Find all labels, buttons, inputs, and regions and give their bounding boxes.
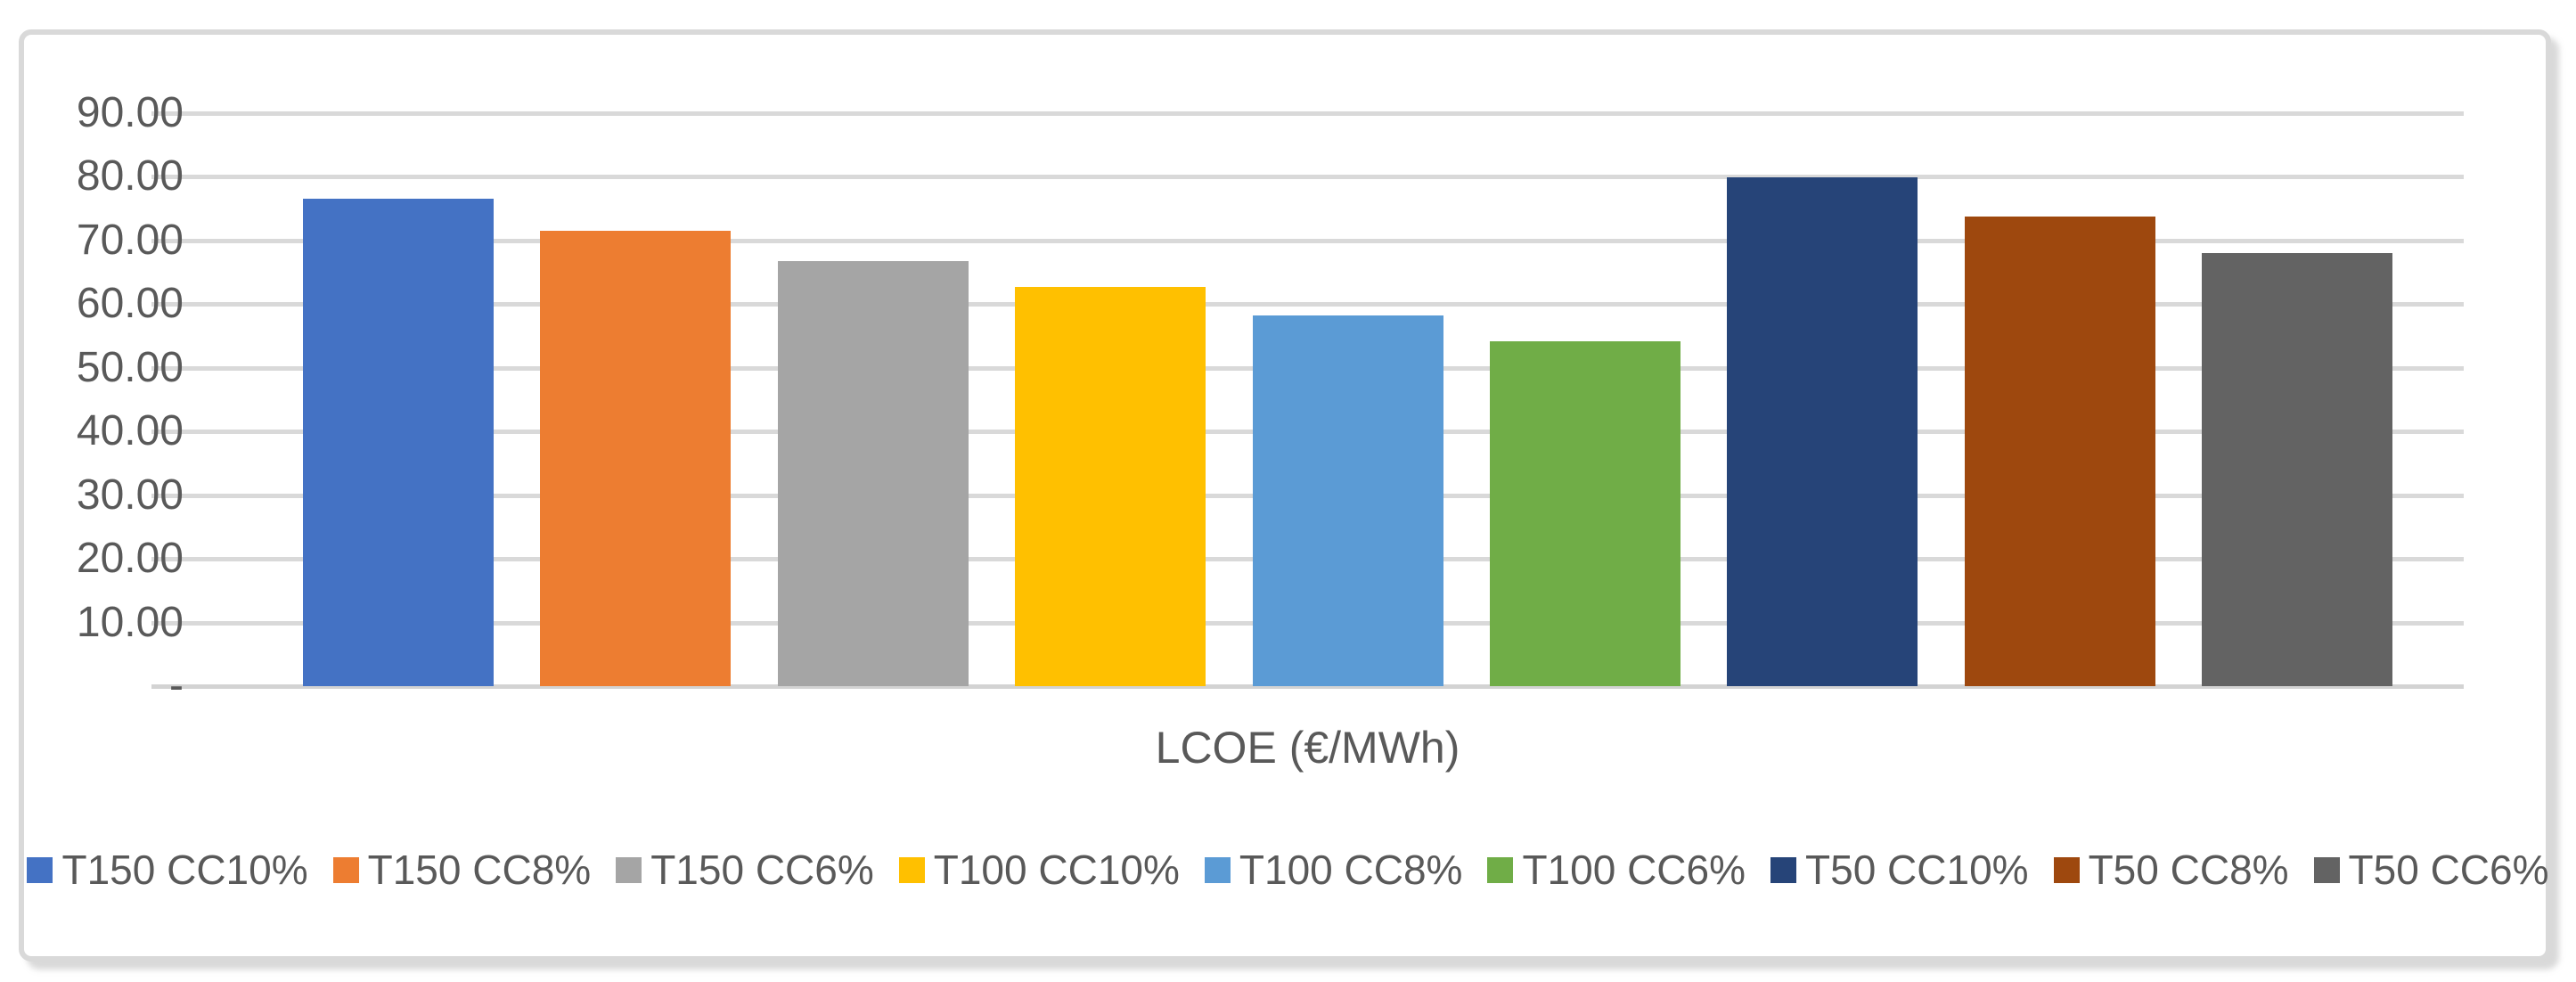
y-axis-tick-label: 70.00	[76, 216, 184, 264]
legend-swatch-icon	[1487, 856, 1514, 883]
legend-swatch-icon	[2053, 856, 2080, 883]
bar-t50-cc8[interactable]	[1964, 217, 2155, 686]
bar-t150-cc8[interactable]	[540, 231, 732, 686]
legend-item-label: T100 CC8%	[1239, 847, 1463, 893]
legend-item-label: T150 CC6%	[650, 847, 874, 893]
legend-item-t50-cc8[interactable]: T50 CC8%	[2053, 846, 2289, 894]
legend-swatch-icon	[616, 856, 642, 883]
legend-swatch-icon	[27, 856, 53, 883]
gridline	[151, 238, 2464, 243]
legend-swatch-icon	[1204, 856, 1231, 883]
gridline	[151, 302, 2464, 307]
legend-item-label: T50 CC6%	[2348, 847, 2549, 893]
y-axis-tick-label: 90.00	[76, 89, 184, 136]
bar-t150-cc6[interactable]	[777, 260, 969, 686]
y-axis-tick-label: 80.00	[76, 152, 184, 200]
legend-swatch-icon	[898, 856, 925, 883]
bar-t100-cc6[interactable]	[1489, 341, 1681, 686]
bar-t100-cc8[interactable]	[1252, 315, 1443, 686]
legend-swatch-icon	[1770, 856, 1797, 883]
bar-t150-cc10[interactable]	[303, 198, 494, 686]
legend-item-t150-cc10[interactable]: T150 CC10%	[27, 846, 308, 894]
x-axis-title: LCOE (€/MWh)	[1155, 723, 1460, 773]
bar-t100-cc10[interactable]	[1015, 287, 1206, 686]
bar-t50-cc6[interactable]	[2202, 253, 2392, 686]
legend-item-label: T100 CC10%	[933, 847, 1180, 893]
legend-swatch-icon	[2313, 856, 2340, 883]
y-axis-tick-label: 60.00	[76, 280, 184, 328]
y-axis-tick-label: 20.00	[76, 535, 184, 583]
legend-item-label: T100 CC6%	[1522, 847, 1746, 893]
y-axis-tick-label: -	[169, 662, 184, 709]
legend-item-t100-cc6[interactable]: T100 CC6%	[1487, 846, 1746, 894]
legend-item-label: T150 CC10%	[61, 847, 308, 893]
y-axis-tick-label: 30.00	[76, 471, 184, 519]
legend: T150 CC10% T150 CC8% T150 CC6% T100 CC10% T1…	[27, 834, 2549, 905]
legend-item-label: T50 CC8%	[2088, 847, 2289, 893]
y-axis-tick-label: 40.00	[76, 407, 184, 455]
gridline	[151, 175, 2464, 180]
bar-t50-cc10[interactable]	[1727, 177, 1918, 686]
legend-item-t100-cc10[interactable]: T100 CC10%	[898, 846, 1180, 894]
legend-item-t50-cc10[interactable]: T50 CC10%	[1770, 846, 2029, 894]
legend-item-label: T50 CC10%	[1805, 847, 2029, 893]
legend-item-t150-cc6[interactable]: T150 CC6%	[616, 846, 874, 894]
x-axis-line	[151, 684, 2464, 689]
legend-item-t150-cc8[interactable]: T150 CC8%	[332, 846, 592, 894]
legend-item-t100-cc8[interactable]: T100 CC8%	[1204, 846, 1463, 894]
legend-swatch-icon	[332, 856, 359, 883]
y-axis-tick-label: 50.00	[76, 343, 184, 391]
legend-item-t50-cc6[interactable]: T50 CC6%	[2313, 846, 2549, 894]
gridline	[151, 111, 2464, 116]
y-axis-tick-label: 10.00	[76, 598, 184, 646]
legend-item-label: T150 CC8%	[367, 847, 592, 893]
